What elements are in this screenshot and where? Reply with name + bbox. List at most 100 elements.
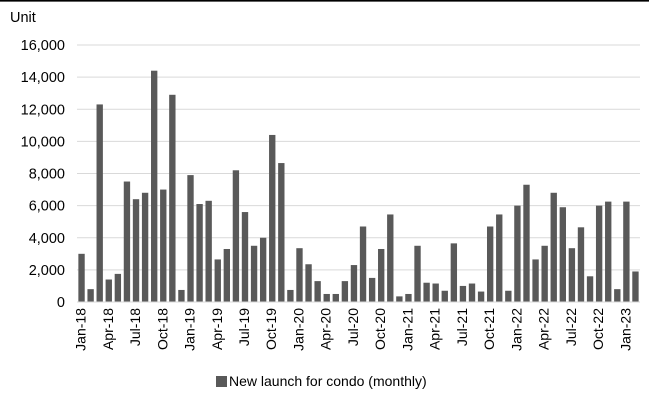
bar: [132, 199, 140, 302]
x-tick-label: Jan-23: [617, 308, 633, 351]
bar: [559, 207, 566, 302]
x-tick-label: Jul-21: [454, 308, 470, 346]
bar: [568, 248, 576, 302]
bar: [123, 181, 131, 302]
bar: [486, 226, 494, 302]
legend-label: New launch for condo (monthly): [229, 373, 427, 389]
bar: [595, 205, 603, 302]
bar: [368, 277, 376, 302]
bar: [160, 189, 167, 302]
bar: [359, 226, 367, 302]
bar: [305, 264, 312, 302]
bar: [223, 248, 231, 302]
y-tick-labels: 0 2,000 4,000 6,000 8,000 10,000 12,000 14,000 1…: [21, 38, 65, 311]
bar: [296, 248, 303, 302]
bar: [178, 289, 185, 302]
x-tick-label: Jul-19: [236, 308, 252, 346]
bar: [105, 279, 112, 302]
bar: [550, 192, 557, 302]
bar: [241, 212, 249, 302]
bar: [187, 175, 194, 302]
bar: [387, 214, 394, 302]
bar: [332, 293, 339, 302]
legend: New launch for condo (monthly): [216, 373, 427, 389]
bar: [614, 289, 621, 302]
bar: [314, 281, 321, 302]
y-tick-label: 6,000: [29, 199, 65, 215]
bar: [151, 70, 158, 302]
x-tick-label: Jan-21: [399, 308, 415, 351]
bar: [477, 291, 485, 302]
y-tick-label: 0: [57, 295, 65, 311]
x-tick-label: Jan-18: [73, 308, 89, 351]
bar: [623, 201, 630, 302]
legend-swatch: [216, 376, 227, 387]
y-tick-label: 8,000: [29, 167, 65, 183]
bar: [287, 289, 294, 302]
bar: [505, 290, 512, 302]
x-tick-label: Jan-19: [182, 308, 198, 351]
y-tick-label: 4,000: [29, 231, 65, 247]
bar: [632, 271, 639, 302]
bar: [432, 283, 439, 302]
bar: [459, 285, 467, 302]
bar: [259, 237, 267, 302]
x-tick-label: Jul-20: [345, 308, 361, 346]
x-tick-label: Jul-18: [127, 308, 143, 346]
x-tick-label: Jan-22: [508, 308, 524, 351]
bar: [114, 273, 122, 302]
x-tick-label: Oct-21: [481, 308, 497, 350]
x-tick-label: Apr-22: [536, 308, 552, 350]
y-tick-label: 14,000: [21, 70, 65, 86]
bar: [96, 104, 103, 303]
bar: [523, 184, 530, 302]
bar: [169, 94, 176, 302]
x-tick-label: Apr-20: [318, 308, 334, 350]
x-tick-labels: Jan-18 Apr-18 Jul-18 Oct-18 Jan-19 Apr-19 Jul-…: [73, 308, 634, 351]
x-tick-label: Oct-20: [372, 308, 388, 350]
x-tick-label: Apr-21: [427, 308, 443, 350]
bar: [577, 227, 585, 302]
bar: [468, 283, 476, 302]
bar: [450, 243, 458, 302]
bar: [532, 259, 539, 302]
x-tick-label: Apr-19: [209, 308, 225, 350]
bar: [323, 293, 330, 302]
bar: [396, 296, 403, 302]
y-axis-unit-label: Unit: [10, 10, 36, 26]
x-tick-label: Oct-22: [590, 308, 606, 350]
x-tick-label: Oct-18: [154, 308, 170, 350]
bar: [87, 289, 94, 302]
bar: [378, 248, 385, 302]
bar: [196, 204, 203, 302]
bar: [541, 245, 548, 302]
y-tick-label: 10,000: [21, 134, 65, 150]
bar: [441, 290, 448, 302]
bar: [586, 276, 594, 302]
y-tick-label: 2,000: [29, 263, 65, 279]
bar: [350, 265, 358, 302]
y-tick-label: 12,000: [21, 102, 65, 118]
bar: [214, 259, 221, 302]
bar: [423, 282, 430, 302]
bars: [78, 70, 639, 303]
bar: [278, 163, 285, 302]
bar: [514, 205, 521, 302]
bar: [78, 253, 85, 302]
bar: [205, 200, 212, 302]
bar: [405, 293, 412, 302]
x-tick-label: Oct-19: [263, 308, 279, 350]
bar: [141, 192, 149, 302]
bar: [605, 201, 612, 302]
x-tick-label: Jul-22: [563, 308, 579, 346]
x-tick-label: Jan-20: [290, 308, 306, 351]
bar: [496, 214, 503, 302]
y-tick-label: 16,000: [21, 38, 65, 54]
x-tick-label: Apr-18: [100, 308, 116, 350]
bar: [414, 245, 421, 302]
bar: [232, 170, 240, 302]
bar: [269, 134, 276, 302]
bar: [250, 245, 258, 302]
bar: [341, 281, 349, 302]
